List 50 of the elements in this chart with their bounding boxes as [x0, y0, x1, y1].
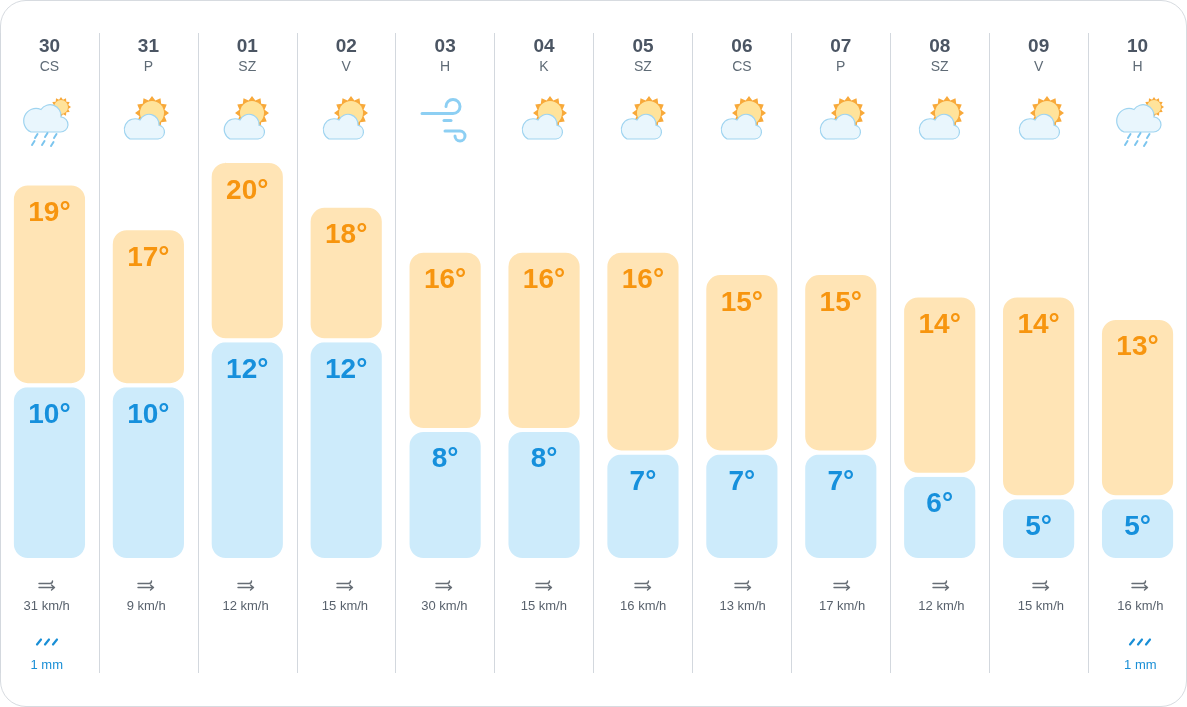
total-label: 16° — [423, 263, 467, 295]
x-tick-label: 02 V — [335, 34, 357, 74]
x-tick-label: 03 H — [434, 34, 456, 74]
x-tick-label: 09 V — [1028, 34, 1050, 74]
x-tick-label: 01 SZ — [236, 34, 259, 74]
x-tick-label: 05 SZ — [632, 34, 654, 74]
total-label: 14° — [1017, 307, 1060, 339]
text: 15 km/h — [1017, 597, 1064, 613]
data-label: 7° — [827, 464, 855, 496]
total-label: 18° — [325, 218, 368, 250]
x-tick-label: 06 CS — [731, 34, 753, 74]
data-label: 10° — [127, 397, 170, 429]
text: 30 km/h — [421, 597, 468, 613]
data-label: 6° — [926, 487, 954, 519]
text: 16 km/h — [620, 597, 667, 613]
text: 16 km/h — [1117, 597, 1164, 613]
total-label: 19° — [28, 195, 71, 227]
text: 9 km/h — [126, 597, 166, 613]
data-label: 7° — [728, 464, 756, 496]
data-label: 5° — [1124, 509, 1151, 541]
data-label: 8° — [431, 442, 459, 474]
x-tick-label: 07 P — [830, 34, 852, 74]
total-label: 15° — [819, 285, 862, 317]
total-label: 16° — [621, 263, 665, 295]
data-label: 7° — [629, 464, 657, 496]
data-label: 12° — [325, 352, 368, 384]
total-label: 14° — [918, 307, 961, 339]
text: 1 mm — [1124, 656, 1157, 672]
x-tick-label: 31 P — [137, 34, 160, 74]
text: 13 km/h — [719, 597, 766, 613]
data-label: 12° — [226, 352, 269, 384]
x-tick-label: 08 SZ — [929, 34, 951, 74]
text: 12 km/h — [222, 597, 269, 613]
text: 31 km/h — [23, 597, 70, 613]
total-label: 17° — [127, 240, 170, 272]
text: 15 km/h — [520, 597, 567, 613]
text: 15 km/h — [321, 597, 369, 613]
data-label: 8° — [530, 442, 558, 474]
total-label: 16° — [522, 263, 566, 295]
total-label: 15° — [720, 285, 764, 317]
total-label: 13° — [1116, 330, 1159, 362]
data-label: 10° — [28, 397, 71, 429]
text: 17 km/h — [818, 597, 866, 613]
total-label: 20° — [226, 173, 269, 205]
text: 1 mm — [30, 656, 63, 672]
x-tick-label: 10 H — [1126, 34, 1149, 74]
x-tick-label: 30 CS — [38, 34, 61, 74]
data-label: 5° — [1025, 509, 1053, 541]
x-tick-label: 04 K — [533, 34, 556, 74]
text: 12 km/h — [918, 597, 965, 613]
